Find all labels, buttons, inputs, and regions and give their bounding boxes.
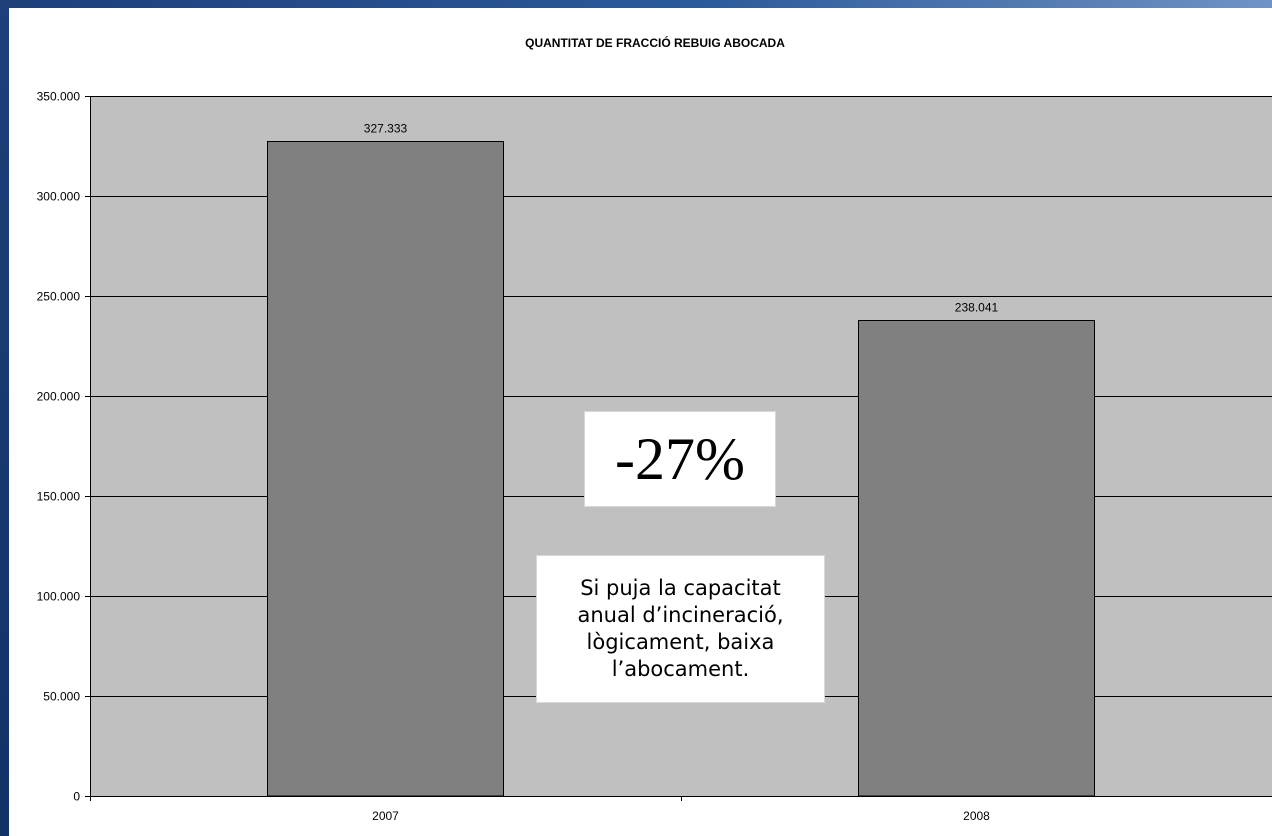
y-tick-label: 150.000	[37, 490, 81, 504]
note-text: Si puja la capacitat anual d’incineració…	[577, 575, 783, 683]
y-tick-label: 50.000	[43, 690, 80, 704]
note-line-3: lògicament, baixa	[586, 630, 775, 654]
note-line-2: anual d’incineració,	[577, 603, 784, 627]
y-tick-label: 350.000	[37, 90, 81, 104]
y-tick-label: 200.000	[37, 390, 81, 404]
slide-top-border	[0, 0, 1272, 8]
percent-change-callout: -27%	[584, 411, 776, 507]
y-tick-label: 0	[73, 790, 80, 804]
note-callout: Si puja la capacitat anual d’incineració…	[536, 555, 825, 703]
note-line-1: Si puja la capacitat	[580, 576, 781, 600]
axes: 0 50.000 100.000 150.000 200.000 250.000 300.0…	[37, 90, 1272, 823]
note-line-4: l’abocament.	[611, 657, 750, 681]
slide-left-border	[0, 0, 9, 836]
x-tick-label: 2008	[963, 809, 990, 823]
y-tick-label: 100.000	[37, 590, 81, 604]
data-label-2007: 327.333	[364, 122, 408, 136]
chart-title: QUANTITAT DE FRACCIÓ REBUIG ABOCADA	[525, 35, 785, 50]
y-tick-label: 250.000	[37, 290, 81, 304]
bars: 327.333 238.041	[267, 122, 1095, 797]
bar-2008	[858, 320, 1095, 797]
percent-change-text: -27%	[615, 425, 745, 492]
x-tick-label: 2007	[372, 809, 399, 823]
bar-2007	[267, 141, 504, 797]
data-label-2008: 238.041	[955, 301, 999, 315]
y-tick-label: 300.000	[37, 190, 81, 204]
